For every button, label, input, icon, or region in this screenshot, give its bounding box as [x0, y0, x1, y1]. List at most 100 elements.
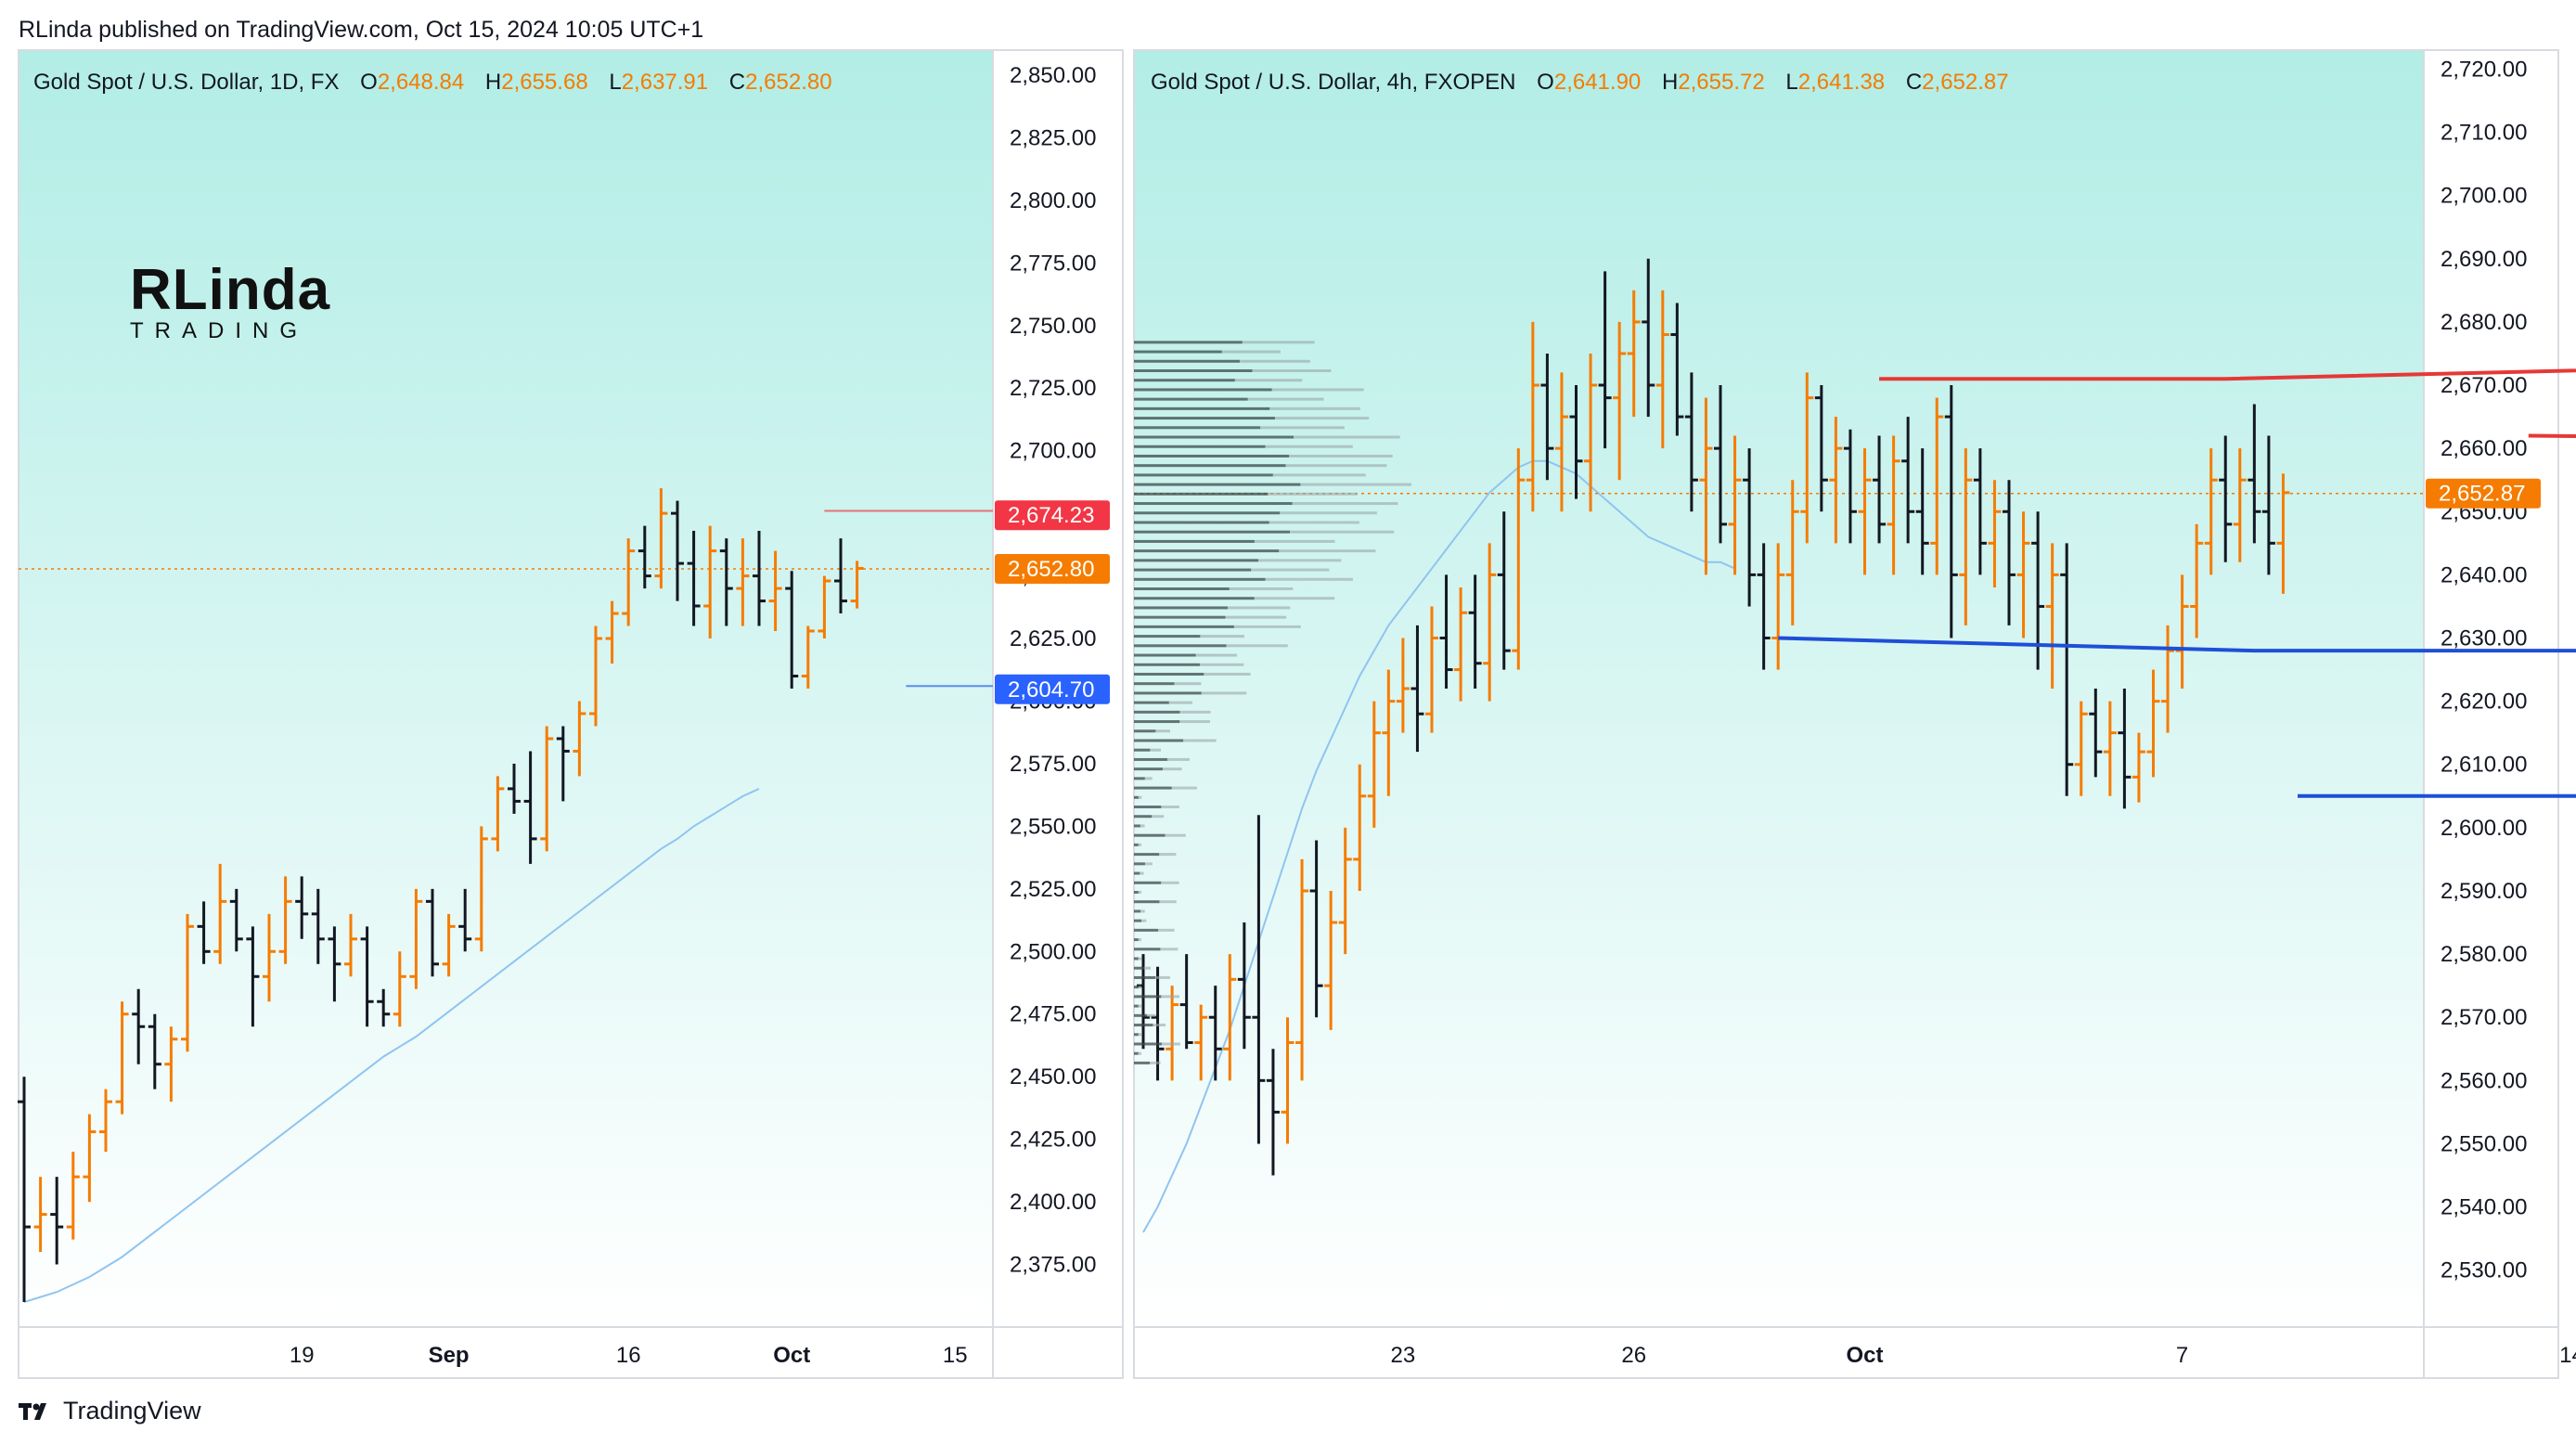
volume-profile-bar: [1134, 406, 1270, 410]
ohlc-bar: [1873, 435, 1887, 544]
price-label-box: [995, 554, 1110, 585]
ohlc-bar: [2219, 435, 2233, 562]
ohlc-bar: [523, 751, 537, 864]
h4-close: 2,652.87: [1922, 70, 2009, 95]
y-tick-label: 2,630.00: [2441, 626, 2527, 651]
volume-profile-bar-tail: [1141, 919, 1147, 922]
ohlc-bar: [671, 500, 684, 601]
ohlc-bar: [1598, 271, 1612, 449]
ohlc-bar: [2233, 448, 2247, 562]
ohlc-bar: [540, 726, 554, 852]
ohlc-bar: [1814, 385, 1828, 512]
volume-profile-bar-tail: [1159, 900, 1177, 904]
volume-profile-bar-tail: [1138, 957, 1141, 961]
volume-profile-bar: [1134, 909, 1141, 913]
ohlc-bar: [181, 913, 194, 1052]
volume-profile-bar: [1134, 757, 1167, 761]
ohlc-bar: [573, 701, 586, 777]
volume-profile-bar: [1134, 606, 1228, 610]
moving-average-line: [23, 788, 760, 1303]
ohlc-bar: [1800, 372, 1814, 544]
ohlc-bar: [393, 951, 406, 1027]
rlinda-trading-logo: RLinda TRADING: [130, 262, 330, 343]
tradingview-logo-icon: [19, 1402, 46, 1420]
volume-profile-bar: [1134, 577, 1266, 581]
volume-profile-bar-tail: [1272, 473, 1366, 477]
volume-profile-bar-tail: [1200, 635, 1244, 638]
volume-profile-bar: [1134, 720, 1180, 724]
ohlc-bar: [426, 888, 439, 977]
pane-border: [1133, 49, 2559, 1379]
ohlc-bar: [263, 913, 276, 1002]
y-tick-label: 2,700.00: [2441, 184, 2527, 209]
ohlc-bar: [295, 876, 309, 939]
volume-profile-bar: [1134, 701, 1169, 704]
resistance-line: [1879, 368, 2576, 381]
volume-profile-bar: [1134, 521, 1269, 524]
ohlc-bar: [589, 625, 602, 727]
ohlc-bar: [1382, 669, 1396, 796]
y-tick-label: 2,560.00: [2441, 1068, 2527, 1093]
price-label-text: 2,674.23: [1008, 503, 1094, 528]
ohlc-bar: [2118, 689, 2132, 809]
ohlc-bar: [1569, 385, 1583, 499]
ohlc-bar: [1988, 480, 2002, 588]
price-label-box: [995, 674, 1110, 704]
volume-profile-bar-tail: [1140, 909, 1145, 913]
volume-profile-bar-tail: [1160, 948, 1179, 951]
volume-profile-bar-tail: [1290, 530, 1395, 534]
ohlc-bar: [1887, 435, 1900, 575]
volume-profile-bar-tail: [1271, 388, 1364, 392]
ohlc-bar: [83, 1114, 97, 1203]
volume-profile-bar: [1134, 710, 1180, 714]
volume-profile-bar-tail: [1138, 1033, 1141, 1037]
volume-profile-bar: [1134, 435, 1294, 439]
volume-profile-bar: [1134, 824, 1140, 828]
plot-background: [19, 50, 993, 1327]
ohlc-bar: [687, 531, 701, 626]
volume-profile-bar: [1134, 454, 1290, 458]
volume-profile-bar: [1134, 691, 1202, 695]
volume-profile-bar-tail: [1265, 577, 1353, 581]
volume-profile-bar-tail: [1247, 397, 1324, 401]
volume-profile-bar-tail: [1252, 369, 1332, 372]
ohlc-bar: [1858, 448, 1872, 575]
x-tick-label: 16: [616, 1343, 641, 1368]
volume-profile-bar-tail: [1251, 568, 1330, 572]
volume-profile-bar: [1134, 492, 1269, 496]
ohlc-bar: [1973, 448, 1987, 575]
x-tick-label: Sep: [429, 1343, 470, 1368]
volume-profile-bar-tail: [1143, 966, 1151, 970]
volume-profile-bar: [1134, 900, 1160, 904]
volume-profile-bar: [1134, 597, 1255, 600]
y-tick-label: 2,750.00: [1010, 314, 1096, 339]
volume-profile-bar: [1134, 986, 1139, 989]
volume-profile-bar-tail: [1201, 691, 1247, 695]
y-tick-label: 2,800.00: [1010, 188, 1096, 213]
ohlc-bar: [1613, 321, 1627, 481]
volume-profile-bar-tail: [1155, 729, 1170, 733]
volume-profile-bar-tail: [1269, 521, 1359, 524]
h4-high: 2,655.72: [1678, 70, 1765, 95]
volume-profile-bar: [1134, 539, 1255, 543]
footer-brand[interactable]: TradingView: [19, 1397, 201, 1425]
ohlc-bar: [2146, 669, 2160, 778]
ohlc-bar: [736, 538, 750, 626]
volume-profile-bar: [1134, 511, 1281, 515]
y-tick-label: 2,660.00: [2441, 436, 2527, 461]
ohlc-bar: [1497, 511, 1511, 670]
volume-profile-bar-tail: [1265, 445, 1353, 448]
ohlc-bar: [1353, 764, 1367, 891]
ohlc-bar: [197, 901, 211, 964]
volume-profile-bar: [1134, 767, 1163, 771]
y-tick-label: 2,500.00: [1010, 939, 1096, 964]
volume-profile-bar: [1134, 881, 1162, 884]
volume-profile-bar-tail: [1138, 843, 1141, 846]
volume-profile-bar: [1134, 559, 1259, 562]
ohlc-bar: [850, 561, 864, 609]
ohlc-bar: [2248, 404, 2261, 544]
ohlc-bar: [229, 888, 243, 952]
volume-profile-bar-tail: [1294, 435, 1400, 439]
ohlc-bar: [311, 888, 325, 964]
volume-profile-bar: [1134, 568, 1252, 572]
